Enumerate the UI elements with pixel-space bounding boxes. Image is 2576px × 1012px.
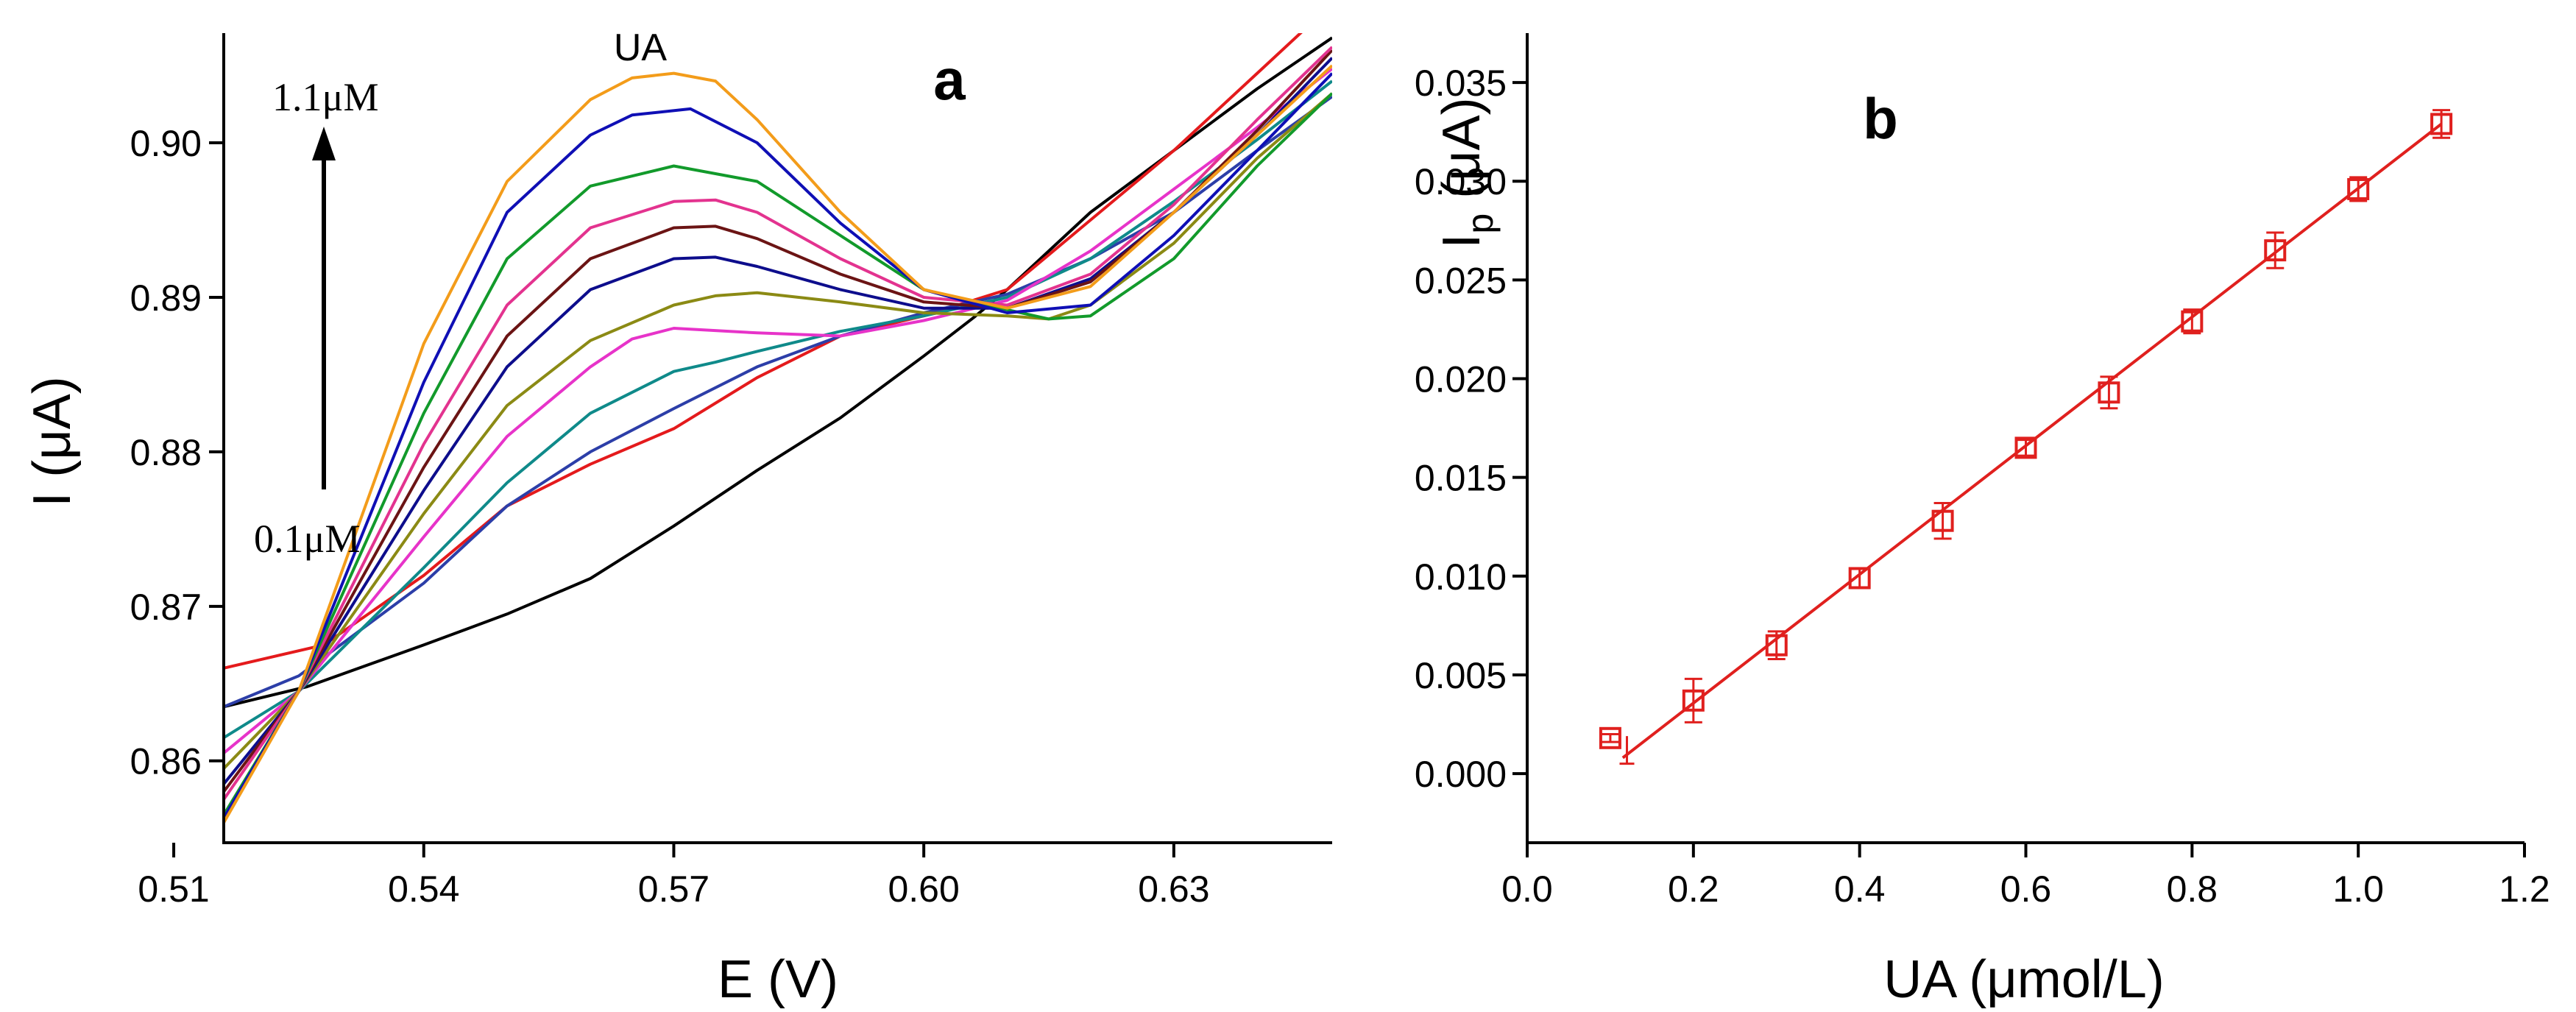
panel-b-x-axis-title: UA (μmol/L) bbox=[1883, 950, 2165, 1009]
curve-1.1-m bbox=[224, 64, 1332, 824]
x-tick-label: 0.6 bbox=[2000, 868, 2052, 910]
ylabel-main: I bbox=[1432, 234, 1491, 249]
y-tick-label: 0.020 bbox=[1415, 359, 1507, 400]
data-point bbox=[2098, 381, 2120, 404]
linear-fit bbox=[1619, 122, 2443, 765]
high-concentration-label: 1.1μM bbox=[272, 75, 378, 119]
data-point bbox=[1931, 509, 1954, 532]
curve-0.5-m bbox=[224, 92, 1332, 770]
curve-1.0-m bbox=[224, 72, 1332, 819]
curve-blank bbox=[224, 36, 1332, 709]
panel-b-y-axis-title: Ip (μA) bbox=[1432, 97, 1501, 248]
data-point bbox=[1765, 634, 1788, 657]
x-tick-label: 0.51 bbox=[138, 868, 209, 910]
curve-0.6-m bbox=[224, 57, 1332, 785]
data-point bbox=[2347, 177, 2370, 200]
panel-b-calibration: 0.000 0.005 0.010 0.015 0.020 0.025 0.030 0.035… bbox=[1415, 33, 2550, 1009]
y-tick-label: 0.010 bbox=[1415, 556, 1507, 598]
data-point bbox=[1599, 726, 1621, 749]
ylabel-unit: (μA) bbox=[1432, 97, 1491, 213]
x-tick-label: 0.57 bbox=[638, 868, 710, 910]
y-tick-label: 0.030 bbox=[1415, 161, 1507, 202]
curve-0.2-m bbox=[224, 95, 1332, 709]
peak-annotation-ua: UA bbox=[614, 26, 668, 69]
y-tick-label: 0.88 bbox=[130, 432, 202, 473]
panel-b-label: b bbox=[1863, 86, 1898, 151]
data-point bbox=[2264, 239, 2287, 262]
x-tick-label: 0.60 bbox=[888, 868, 959, 910]
low-concentration-label: 0.1μM bbox=[254, 517, 360, 561]
x-tick-label: 1.0 bbox=[2332, 868, 2384, 910]
y-tick-label: 0.025 bbox=[1415, 260, 1507, 301]
ylabel-subscript: p bbox=[1459, 213, 1501, 234]
concentration-arrow-head bbox=[312, 127, 336, 160]
panel-b-y-ticks: 0.000 0.005 0.010 0.015 0.020 0.025 0.030 0.035 bbox=[1415, 63, 1527, 795]
voltammogram-curves bbox=[224, 33, 1332, 824]
y-tick-label: 0.015 bbox=[1415, 458, 1507, 499]
y-tick-label: 0.005 bbox=[1415, 655, 1507, 696]
x-tick-label: 0.4 bbox=[1834, 868, 1886, 910]
curve-0.9-m bbox=[224, 92, 1332, 816]
x-tick-label: 0.63 bbox=[1138, 868, 1209, 910]
curve-0.8-m bbox=[224, 46, 1332, 801]
x-tick-label: 1.2 bbox=[2499, 868, 2550, 910]
curve-0.4-m bbox=[224, 67, 1332, 754]
y-tick-label: 0.90 bbox=[130, 123, 202, 164]
y-tick-label: 0.86 bbox=[130, 741, 202, 782]
calibration-points bbox=[1599, 109, 2453, 749]
curve-0.3-m bbox=[224, 79, 1332, 740]
panel-a-label: a bbox=[933, 47, 966, 112]
x-tick-label: 0.8 bbox=[2167, 868, 2218, 910]
y-tick-label: 0.000 bbox=[1415, 754, 1507, 795]
y-tick-label: 0.035 bbox=[1415, 63, 1507, 104]
y-tick-label: 0.87 bbox=[130, 587, 202, 628]
panel-a-x-axis-title: E (V) bbox=[718, 950, 838, 1009]
x-tick-label: 0.54 bbox=[388, 868, 459, 910]
data-point bbox=[2430, 113, 2453, 135]
data-point bbox=[1682, 689, 1705, 712]
panel-a-y-ticks: 0.86 0.87 0.88 0.89 0.90 bbox=[130, 123, 224, 782]
curve-0.1-m bbox=[224, 33, 1303, 670]
x-tick-label: 0.0 bbox=[1501, 868, 1553, 910]
x-tick-label: 0.2 bbox=[1668, 868, 1719, 910]
data-point bbox=[2181, 310, 2204, 333]
y-tick-label: 0.89 bbox=[130, 277, 202, 319]
panel-a-y-axis-title: I (μA) bbox=[23, 376, 82, 506]
data-point bbox=[1848, 567, 1871, 590]
data-point bbox=[2014, 436, 2037, 459]
panel-b-x-ticks: 0.0 0.2 0.4 0.6 0.8 1.0 1.2 bbox=[1501, 843, 2550, 910]
panel-a-voltammogram: 0.86 0.87 0.88 0.89 0.90 0.51 0.54 0.57 0.60 0.6… bbox=[23, 26, 1332, 1009]
panel-a-x-ticks: 0.51 0.54 0.57 0.60 0.63 bbox=[138, 843, 1210, 910]
